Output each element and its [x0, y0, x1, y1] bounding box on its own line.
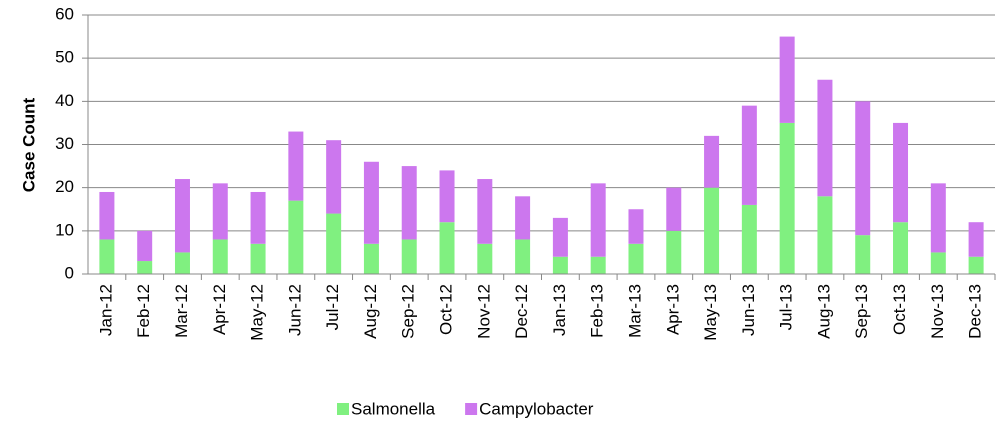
legend-swatch — [337, 403, 349, 415]
bar-segment — [817, 196, 833, 274]
x-tick-label: Jan-13 — [550, 284, 569, 336]
bar-segment — [439, 222, 455, 274]
bar-segment — [628, 209, 644, 244]
x-tick-label: Sep-13 — [852, 284, 871, 339]
bar-segment — [174, 252, 190, 274]
bar-segment — [288, 131, 304, 201]
bar-segment — [99, 191, 115, 240]
bar-segment — [855, 101, 871, 236]
x-tick-label: Apr-13 — [663, 284, 682, 335]
bar-segment — [326, 213, 342, 274]
bar-segment — [628, 243, 644, 274]
bar-segment — [741, 105, 757, 205]
bar-segment — [893, 222, 909, 274]
legend-label: Salmonella — [351, 399, 436, 418]
bar-segment — [666, 187, 682, 231]
x-tick-label: Jan-12 — [96, 284, 115, 336]
bar-segment — [666, 230, 682, 274]
x-tick-label: Mar-13 — [625, 284, 644, 338]
legend-label: Campylobacter — [479, 399, 594, 418]
bar-segment — [363, 243, 379, 274]
x-tick-label: Jul-12 — [323, 284, 342, 330]
bar-segment — [137, 261, 153, 274]
y-tick-label: 30 — [55, 134, 74, 153]
bar-segment — [250, 191, 266, 244]
bar-segment — [893, 122, 909, 223]
bar-segment — [363, 161, 379, 244]
bar-segment — [741, 204, 757, 274]
y-tick-label: 20 — [55, 177, 74, 196]
bar-segment — [212, 239, 228, 274]
bar-segment — [515, 239, 531, 274]
bar-segment — [174, 179, 190, 253]
y-tick-label: 50 — [55, 48, 74, 67]
x-tick-label: Feb-12 — [134, 284, 153, 338]
bar-segment — [515, 196, 531, 240]
x-tick-label: Jul-13 — [777, 284, 796, 330]
x-tick-label: May-12 — [248, 284, 267, 341]
x-tick-label: Mar-12 — [172, 284, 191, 338]
bar-segment — [552, 217, 568, 257]
bar-segment — [968, 222, 984, 257]
bar-segment — [779, 122, 795, 275]
x-tick-label: Dec-12 — [512, 284, 531, 339]
bar-segment — [212, 183, 228, 240]
bar-segment — [137, 230, 153, 262]
bar-segment — [590, 183, 606, 257]
y-tick-label: 40 — [55, 91, 74, 110]
y-tick-label: 0 — [65, 263, 74, 282]
bar-segment — [704, 187, 720, 274]
bar-segment — [704, 135, 720, 188]
bar-segment — [930, 183, 946, 253]
bar-segment — [439, 170, 455, 223]
x-tick-label: Oct-13 — [890, 284, 909, 335]
x-tick-label: Aug-13 — [814, 284, 833, 339]
bar-segment — [855, 235, 871, 274]
x-tick-label: Apr-12 — [210, 284, 229, 335]
x-tick-label: Jun-12 — [285, 284, 304, 336]
bar-segment — [590, 256, 606, 274]
bar-segment — [326, 140, 342, 214]
x-tick-label: Nov-13 — [928, 284, 947, 339]
x-tick-label: May-13 — [701, 284, 720, 341]
bar-segment — [401, 166, 417, 240]
bar-segment — [552, 256, 568, 274]
x-tick-label: Nov-12 — [474, 284, 493, 339]
y-tick-label: 60 — [55, 4, 74, 23]
x-tick-label: Dec-13 — [966, 284, 985, 339]
y-axis-label: Case Count — [19, 97, 38, 192]
bar-segment — [477, 243, 493, 274]
bar-segment — [968, 256, 984, 274]
bar-segment — [99, 239, 115, 274]
bar-segment — [930, 252, 946, 274]
bar-segment — [288, 200, 304, 274]
y-tick-label: 10 — [55, 220, 74, 239]
x-tick-label: Aug-12 — [361, 284, 380, 339]
bar-segment — [401, 239, 417, 274]
legend-swatch — [465, 403, 478, 415]
bar-segment — [250, 243, 266, 274]
bar-segment — [779, 36, 795, 123]
bar-segment — [817, 79, 833, 197]
x-tick-label: Sep-12 — [399, 284, 418, 339]
x-tick-label: Feb-13 — [588, 284, 607, 338]
bar-segment — [477, 179, 493, 244]
x-tick-label: Oct-12 — [437, 284, 456, 335]
x-tick-label: Jun-13 — [739, 284, 758, 336]
